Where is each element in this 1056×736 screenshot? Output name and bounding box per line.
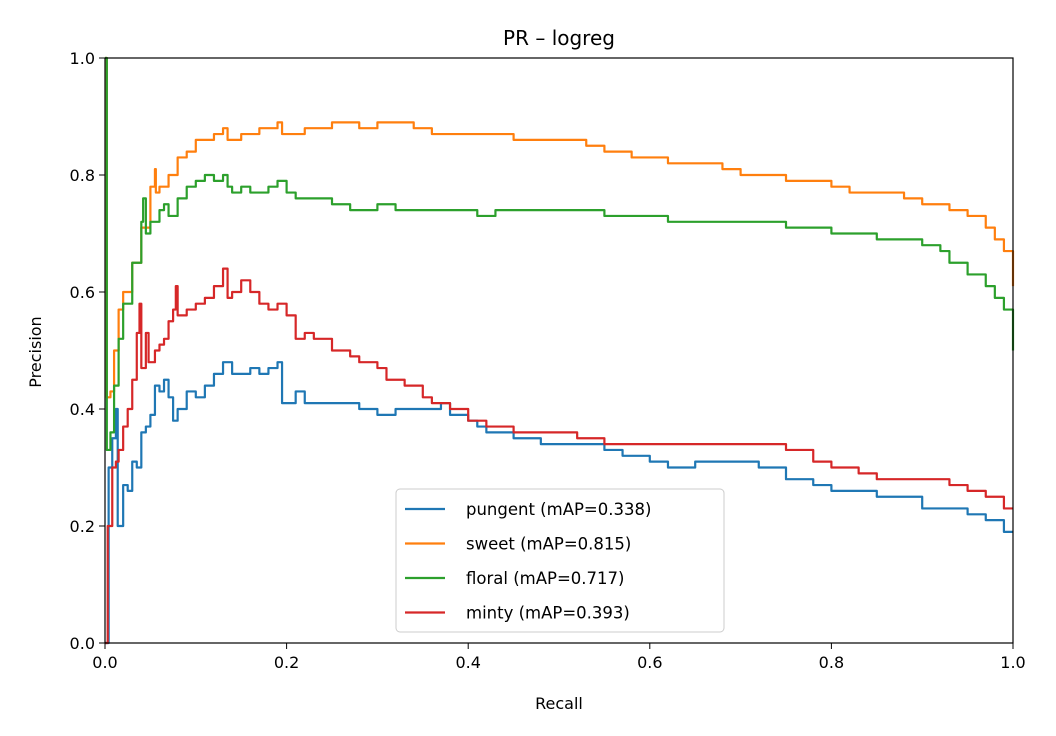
x-tick-label-0: 0.0 [92,653,117,672]
x-tick-label-5: 1.0 [1000,653,1025,672]
x-axis-label: Recall [535,694,583,713]
legend-box [395,488,725,633]
legend-label-0: pungent (mAP=0.338) [466,500,651,519]
series-line-1 [105,56,1015,399]
chart-title: PR – logreg [503,26,615,50]
plot-frame [104,57,1014,644]
legend: pungent (mAP=0.338) sweet (mAP=0.815) flor… [395,488,725,633]
x-tick-label-3: 0.6 [637,653,662,672]
y-tick-label-0: 0.0 [70,634,95,653]
y-axis: 0.0 0.2 0.4 0.6 0.8 1.0 [70,49,105,653]
y-tick-label-3: 0.6 [70,283,95,302]
legend-label-2: floral (mAP=0.717) [466,569,624,588]
x-axis: 0.0 0.2 0.4 0.6 0.8 1.0 [92,643,1026,672]
x-tick-label-2: 0.4 [455,653,480,672]
legend-label-1: sweet (mAP=0.815) [466,535,631,554]
y-tick-label-2: 0.4 [70,400,95,419]
y-tick-label-4: 0.8 [70,166,95,185]
y-tick-label-1: 0.2 [70,517,95,536]
x-tick-label-4: 0.8 [819,653,844,672]
y-tick-label-5: 1.0 [70,49,95,68]
x-tick-label-1: 0.2 [274,653,299,672]
series-line-0 [105,361,1013,645]
series-line-2 [105,56,1015,452]
legend-label-3: minty (mAP=0.393) [466,604,630,623]
series-layer [105,56,1015,645]
series-line-3 [105,267,1013,645]
y-axis-label: Precision [26,316,45,387]
